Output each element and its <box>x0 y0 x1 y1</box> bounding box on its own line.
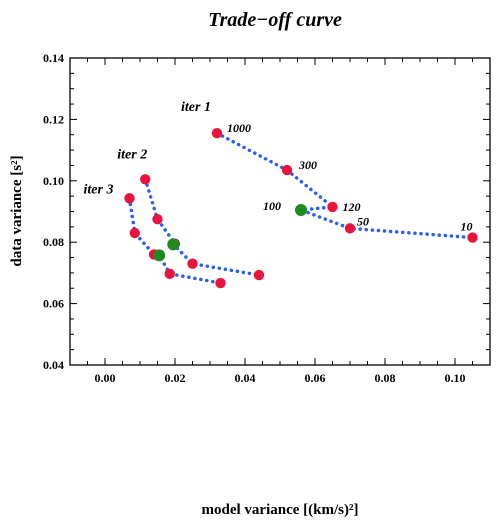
data-point <box>140 174 151 185</box>
data-point <box>215 277 226 289</box>
data-point <box>253 269 265 281</box>
x-tick-label: 0.02 <box>165 371 186 385</box>
data-point <box>152 213 163 225</box>
labels-layer: 1000 300 120 100 50 10 iter 1 iter 2 iter 3 <box>84 100 473 233</box>
series-label: iter 2 <box>117 147 147 162</box>
point-label: 100 <box>263 199 281 213</box>
data-point <box>187 258 198 269</box>
y-tick-label: 0.04 <box>43 358 64 372</box>
x-tick-label: 0.06 <box>305 371 326 385</box>
point-label: 300 <box>298 158 317 172</box>
tick-layer: 0.00 0.02 0.04 0.06 0.08 0.10 0.04 0.06 0.08 0.10… <box>43 51 491 385</box>
selected-point <box>295 203 307 216</box>
y-tick-label: 0.08 <box>43 235 64 249</box>
y-tick-label: 0.10 <box>43 174 64 188</box>
data-point <box>164 268 175 280</box>
data-point <box>211 128 223 139</box>
y-tick-label: 0.14 <box>43 51 64 65</box>
point-label: 50 <box>357 214 369 228</box>
x-tick-label: 0.00 <box>95 371 116 385</box>
x-tick-label: 0.08 <box>375 371 396 385</box>
chart-title: Trade−off curve <box>208 9 342 31</box>
data-point <box>281 164 293 176</box>
selected-point <box>167 238 180 251</box>
x-tick-label: 0.10 <box>445 371 466 385</box>
y-tick-label: 0.06 <box>43 297 64 311</box>
curve-iter-1 <box>215 131 475 240</box>
point-label: 1000 <box>227 121 251 135</box>
data-point <box>124 193 135 204</box>
point-label: 10 <box>461 220 473 234</box>
y-tick-label: 0.12 <box>43 112 64 126</box>
curve-iter-2 <box>143 177 261 277</box>
x-tick-label: 0.04 <box>235 371 256 385</box>
data-point <box>129 227 140 239</box>
x-axis-label: model variance [(km/s)²] <box>202 502 359 518</box>
selected-point <box>153 249 166 262</box>
data-point <box>327 201 338 213</box>
data-point <box>467 232 478 243</box>
point-label: 120 <box>343 200 361 214</box>
data-point <box>344 223 356 234</box>
series-label: iter 3 <box>84 182 114 197</box>
series-label: iter 1 <box>181 100 211 115</box>
y-axis-label: data variance [s²] <box>9 155 25 266</box>
points-layer <box>124 128 478 289</box>
